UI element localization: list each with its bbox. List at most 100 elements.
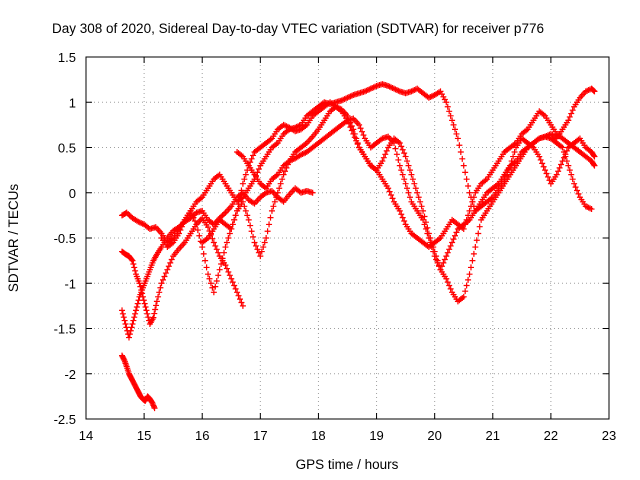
- data-point: [150, 314, 157, 321]
- data-point: [138, 287, 145, 294]
- data-point: [222, 244, 229, 251]
- y-axis: -2.5 -2 -1.5 -1 -0.5 0 0.5 1 1.5: [54, 50, 609, 427]
- grid-lines: [86, 57, 609, 419]
- data-point: [251, 239, 258, 246]
- data-point: [140, 297, 147, 304]
- data-point: [450, 121, 457, 128]
- data-point: [462, 288, 469, 295]
- data-point: [258, 248, 265, 255]
- data-point: [161, 273, 168, 280]
- data-point: [119, 310, 126, 317]
- data-point: [402, 180, 409, 187]
- data-point: [590, 87, 597, 94]
- data-point: [542, 167, 549, 174]
- data-point: [309, 189, 316, 196]
- data-point: [210, 289, 217, 296]
- data-point: [120, 314, 127, 321]
- data-point: [390, 139, 397, 146]
- data-point: [241, 176, 248, 183]
- data-point: [207, 280, 214, 287]
- data-point: [210, 239, 217, 246]
- data-point: [156, 289, 163, 296]
- data-point: [536, 153, 543, 160]
- data-point: [440, 259, 447, 266]
- data-point: [443, 253, 450, 260]
- data-point: [408, 171, 415, 178]
- data-point: [590, 161, 597, 168]
- data-point: [225, 235, 232, 241]
- data-point: [511, 149, 518, 156]
- data-point: [228, 275, 235, 282]
- data-point: [347, 124, 354, 131]
- data-point: [396, 139, 403, 146]
- data-point: [187, 207, 194, 214]
- data-point: [119, 307, 126, 314]
- data-point: [252, 242, 259, 249]
- data-point: [357, 125, 364, 132]
- data-point: [348, 127, 355, 134]
- data-point: [431, 253, 438, 260]
- data-point: [205, 224, 212, 231]
- data-point: [449, 117, 456, 124]
- data-point: [225, 268, 232, 275]
- data-point: [558, 161, 565, 168]
- data-point: [133, 304, 140, 311]
- data-point: [466, 189, 473, 196]
- data-point: [151, 310, 158, 317]
- data-point: [406, 167, 413, 174]
- data-point: [130, 261, 137, 268]
- data-point: [565, 117, 572, 124]
- data-point: [144, 310, 151, 317]
- data-point: [126, 331, 133, 338]
- data-point: [206, 275, 213, 282]
- data-point: [457, 149, 464, 156]
- data-point: [194, 227, 201, 234]
- data-point: [463, 176, 470, 183]
- data-point: [420, 207, 427, 214]
- data-point: [556, 164, 563, 171]
- data-point: [568, 110, 575, 117]
- data-point: [459, 155, 466, 162]
- data-point: [202, 257, 209, 264]
- data-point: [452, 232, 459, 239]
- data-point: [571, 180, 578, 187]
- x-tick-label: 22: [544, 428, 558, 443]
- data-point: [360, 132, 367, 139]
- data-point: [537, 156, 544, 163]
- x-axis: 14 15 16 17 18 19 20 21 22 23: [79, 57, 616, 443]
- data-point: [588, 206, 595, 213]
- data-point: [443, 275, 450, 282]
- data-point: [406, 194, 413, 201]
- data-point: [189, 211, 196, 218]
- data-point: [436, 263, 443, 270]
- data-point: [255, 249, 262, 256]
- data-point: [205, 271, 212, 278]
- data-point: [466, 271, 473, 278]
- data-point: [590, 152, 597, 159]
- data-point: [389, 195, 396, 202]
- data-point: [460, 162, 467, 169]
- data-point: [274, 189, 281, 196]
- x-tick-label: 18: [311, 428, 325, 443]
- data-point: [153, 302, 160, 309]
- data-point: [268, 207, 275, 214]
- data-point: [191, 218, 198, 225]
- data-point: [157, 284, 164, 291]
- x-tick-label: 17: [253, 428, 267, 443]
- data-point: [228, 225, 235, 232]
- data-point: [353, 137, 360, 144]
- data-point: [421, 221, 428, 228]
- data-point: [234, 207, 241, 214]
- data-point: [142, 304, 149, 311]
- data-point: [155, 293, 162, 300]
- y-tick-label: -0.5: [54, 231, 76, 246]
- data-point: [543, 170, 550, 177]
- data-point: [433, 256, 440, 263]
- data-point: [238, 187, 245, 194]
- data-point: [223, 265, 230, 272]
- data-point: [132, 310, 139, 317]
- data-point: [239, 198, 246, 205]
- x-tick-label: 14: [79, 428, 93, 443]
- data-point: [129, 320, 136, 327]
